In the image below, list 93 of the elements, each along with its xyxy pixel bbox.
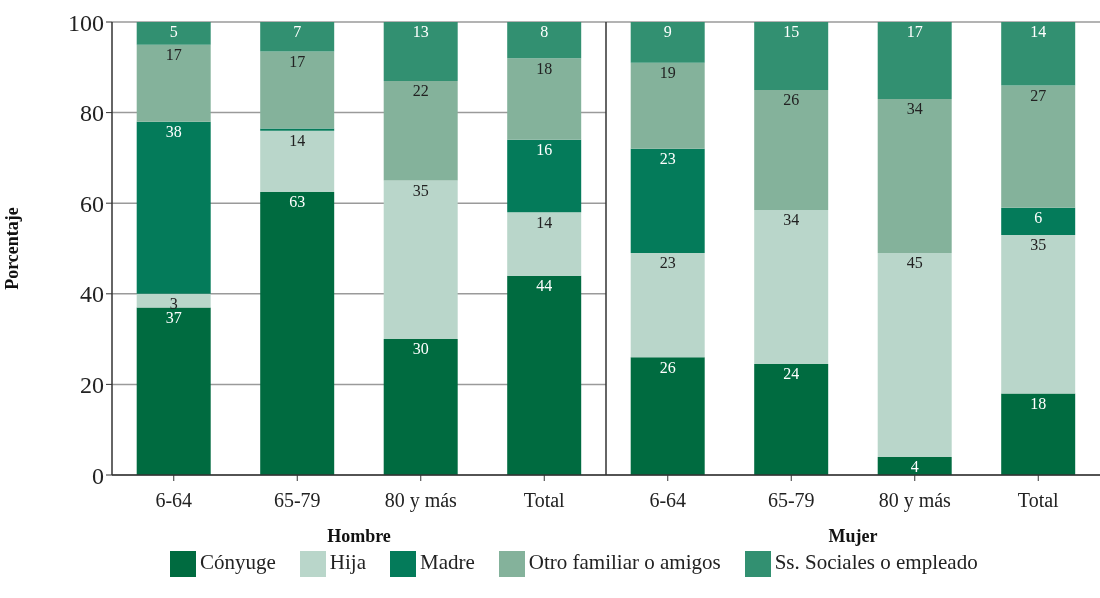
bar <box>754 364 829 475</box>
data-label: 17 <box>906 23 923 41</box>
x-tick-label: 65-79 <box>767 489 815 512</box>
bar <box>630 357 705 475</box>
data-label: 18 <box>536 59 553 77</box>
x-tick-label: 80 y más <box>384 489 458 513</box>
data-label: 34 <box>906 100 923 118</box>
legend-label: Cónyuge <box>200 550 276 574</box>
bar <box>136 22 211 45</box>
data-label: 26 <box>659 358 676 376</box>
legend-label: Otro familiar o amigos <box>528 550 721 574</box>
bar <box>630 22 705 63</box>
bar <box>630 148 705 254</box>
y-tick-label: 100 <box>68 9 104 36</box>
data-label: 63 <box>289 193 306 211</box>
data-label: 35 <box>412 181 429 199</box>
y-axis-title: Porcentaje <box>2 207 23 290</box>
legend-label: Madre <box>419 550 475 574</box>
x-tick-label: 65-79 <box>273 489 321 512</box>
y-tick-label: 80 <box>80 100 104 127</box>
data-label: 23 <box>659 254 676 272</box>
bar <box>260 22 335 52</box>
legend-label: Hija <box>329 550 366 574</box>
bar <box>383 80 458 181</box>
bar <box>754 210 829 365</box>
data-label: 30 <box>412 340 429 358</box>
data-label: 35 <box>1030 236 1047 254</box>
bar <box>1001 234 1076 394</box>
data-label: 6 <box>1034 209 1043 227</box>
bar <box>136 121 211 294</box>
x-tick-label: 6-64 <box>649 489 687 512</box>
bar <box>383 22 458 81</box>
y-tick-label: 0 <box>92 462 104 489</box>
data-label: 38 <box>165 123 182 141</box>
data-label: 23 <box>659 150 676 168</box>
data-label: 18 <box>1030 394 1047 412</box>
bar <box>1001 207 1076 235</box>
data-label: 5 <box>169 23 178 41</box>
data-label: 45 <box>906 254 923 272</box>
y-tick-label: 40 <box>80 281 104 308</box>
bar <box>630 62 705 149</box>
x-tick-label: Total <box>523 489 566 512</box>
data-label: 19 <box>659 64 676 82</box>
bar <box>630 253 705 358</box>
bar <box>754 89 829 210</box>
x-tick-label: 80 y más <box>878 489 952 513</box>
data-label: 14 <box>536 213 553 231</box>
data-label: 7 <box>293 23 302 41</box>
bar <box>383 339 458 475</box>
bar <box>260 51 335 129</box>
bar <box>507 139 582 213</box>
bar <box>877 253 952 457</box>
data-label: 14 <box>289 132 306 150</box>
legend-label: Ss. Sociales o empleado <box>774 550 978 574</box>
data-label: 27 <box>1030 86 1047 104</box>
data-label: 22 <box>412 82 429 100</box>
bar <box>1001 393 1076 475</box>
bar <box>383 180 458 340</box>
data-label: 24 <box>783 365 800 383</box>
bar <box>260 130 335 192</box>
bar <box>136 293 211 308</box>
data-label: 17 <box>165 46 182 64</box>
bar <box>754 22 829 90</box>
data-label: 16 <box>536 141 553 159</box>
bar <box>136 307 211 475</box>
bar <box>260 128 335 131</box>
bar <box>136 44 211 122</box>
x-tick-label: Total <box>1017 489 1060 512</box>
y-tick-label: 60 <box>80 190 104 217</box>
bar <box>877 99 952 254</box>
bar <box>1001 22 1076 86</box>
bar <box>507 212 582 276</box>
x-tick-label: 6-64 <box>155 489 193 512</box>
bar <box>1001 85 1076 208</box>
y-tick-label: 20 <box>80 371 104 398</box>
data-label: 14 <box>1030 23 1047 41</box>
data-label: 44 <box>536 277 553 295</box>
data-label: 26 <box>783 91 800 109</box>
bar <box>877 22 952 100</box>
bar <box>507 22 582 59</box>
bar <box>507 275 582 475</box>
bar <box>507 58 582 140</box>
data-label: 17 <box>289 52 306 70</box>
data-label: 9 <box>663 23 672 41</box>
data-label: 15 <box>783 23 800 41</box>
x-axis-title: Hombre <box>327 526 391 546</box>
data-label: 4 <box>910 458 919 476</box>
data-label: 34 <box>783 211 800 229</box>
bar <box>877 456 952 475</box>
data-label: 8 <box>540 23 549 41</box>
data-label: 13 <box>412 23 429 41</box>
bar <box>260 191 335 475</box>
x-axis-title: Mujer <box>828 526 878 546</box>
